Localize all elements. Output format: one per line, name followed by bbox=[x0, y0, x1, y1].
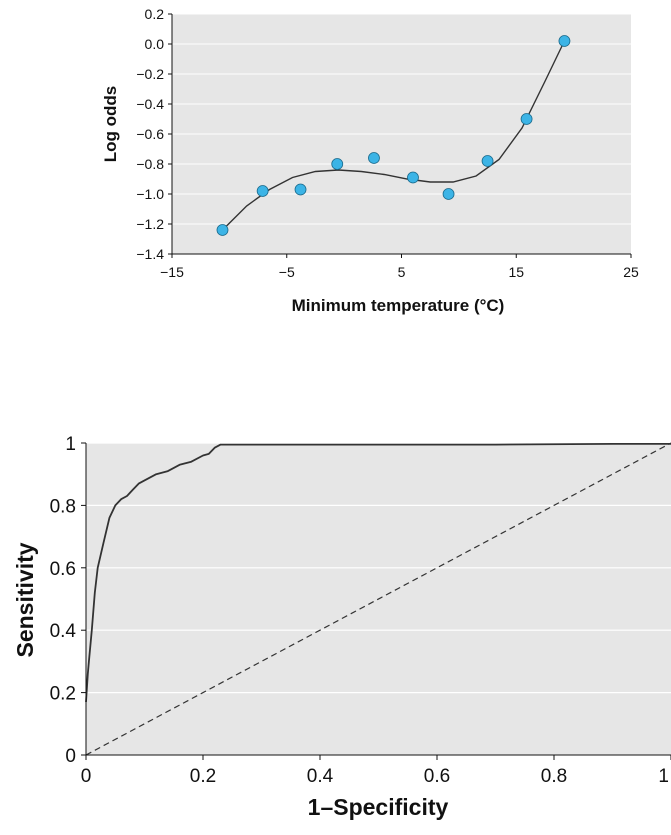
y-tick-label: −1.4 bbox=[136, 246, 164, 262]
x-tick-label: 15 bbox=[508, 264, 524, 280]
y-tick-label: 0.0 bbox=[145, 36, 165, 52]
data-point bbox=[256, 185, 269, 197]
data-point bbox=[442, 188, 455, 200]
x-tick-label: 0.4 bbox=[307, 766, 334, 787]
x-tick-label: 0.6 bbox=[424, 766, 450, 787]
x-axis-title: 1–Specificity bbox=[308, 794, 449, 820]
fitted-curve bbox=[222, 40, 566, 231]
y-tick-label: 0.2 bbox=[145, 6, 165, 22]
x-tick-label: 1 bbox=[658, 766, 669, 787]
y-tick-label: −1.2 bbox=[136, 216, 164, 232]
data-point bbox=[481, 155, 494, 167]
y-tick-label: 0.6 bbox=[50, 559, 76, 580]
data-point bbox=[331, 158, 344, 170]
y-tick-label: −0.8 bbox=[136, 156, 164, 172]
x-tick-label: 25 bbox=[623, 264, 639, 280]
y-tick-label: −1.0 bbox=[136, 186, 164, 202]
y-tick-label: −0.2 bbox=[136, 66, 164, 82]
x-tick-label: 0.2 bbox=[190, 766, 216, 787]
x-tick-label: 0 bbox=[81, 766, 92, 787]
log-odds-chart: 0.2 0.0 −0.2 −0.4 −0.6 −0.8 −1.0 −1.2 −1.4 −15 −5… bbox=[101, 6, 639, 315]
reference-diagonal bbox=[85, 442, 671, 756]
y-tick-label: 0.8 bbox=[50, 496, 76, 517]
x-tick-label: −15 bbox=[160, 264, 184, 280]
data-point bbox=[558, 35, 571, 47]
data-point bbox=[407, 171, 419, 184]
y-tick-label: 0.4 bbox=[50, 621, 77, 642]
y-tick-label: 1 bbox=[65, 434, 76, 455]
data-point bbox=[294, 183, 307, 196]
y-tick-label: 0 bbox=[65, 746, 76, 767]
x-axis-title: Minimum temperature (°C) bbox=[292, 296, 505, 315]
y-axis-title: Sensitivity bbox=[12, 542, 38, 657]
y-tick-label: −0.4 bbox=[136, 96, 164, 112]
y-tick-label: 0.2 bbox=[50, 684, 76, 705]
data-point bbox=[520, 113, 533, 125]
roc-curve bbox=[85, 442, 671, 703]
x-tick-label: 5 bbox=[398, 264, 406, 280]
data-point bbox=[216, 224, 229, 236]
x-tick-label: −5 bbox=[279, 264, 295, 280]
x-tick-label: 0.8 bbox=[541, 766, 567, 787]
y-tick-label: −0.6 bbox=[136, 126, 164, 142]
y-axis-title: Log odds bbox=[101, 86, 120, 162]
data-point bbox=[368, 152, 380, 164]
